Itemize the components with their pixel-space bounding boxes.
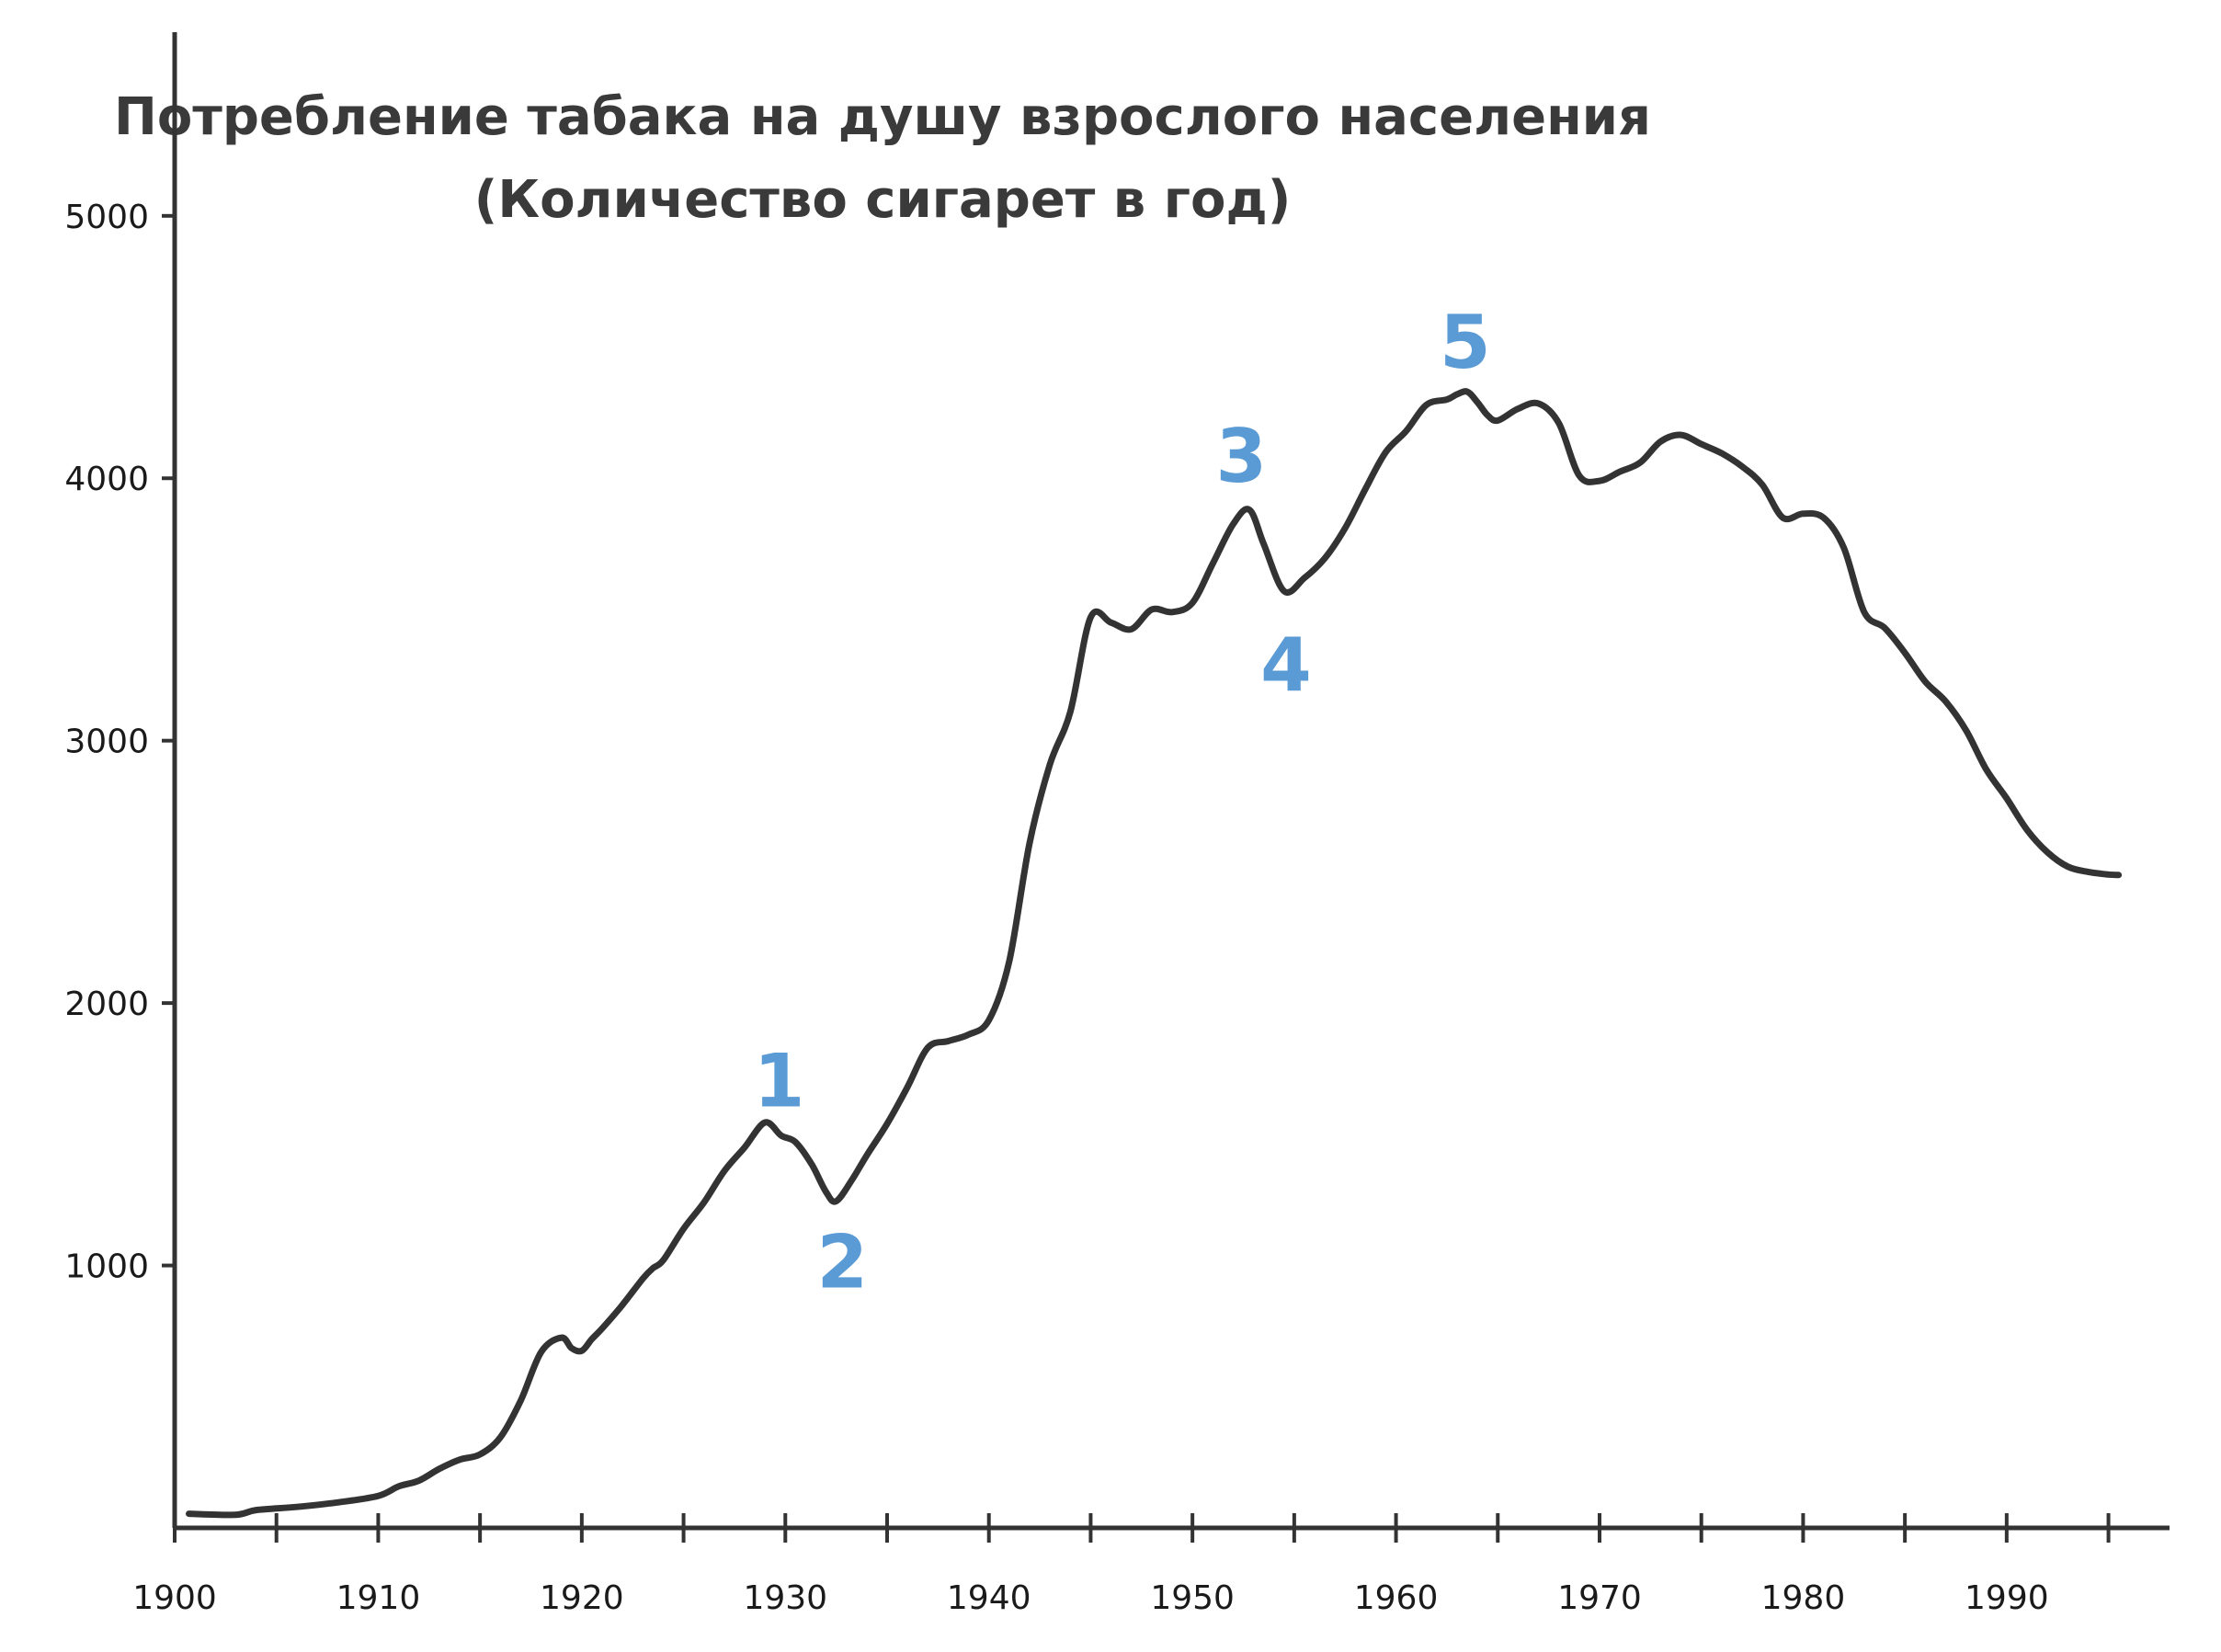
y-tick-label: 1000	[64, 1248, 149, 1286]
y-tick-label: 2000	[64, 986, 149, 1023]
annotation-label-3: 3	[1215, 414, 1267, 499]
x-tick-label: 1940	[947, 1579, 1031, 1617]
y-tick-label: 5000	[64, 199, 149, 236]
annotations: 1 2 3 4 5	[754, 300, 1491, 1305]
x-tick-label: 1960	[1354, 1579, 1439, 1617]
x-tick-label: 1970	[1557, 1579, 1642, 1617]
annotation-label-4: 4	[1260, 622, 1312, 708]
annotation-label-2: 2	[816, 1219, 868, 1305]
series-line-0	[186, 388, 2123, 1519]
ticks: 1900 1910 1920 1930 1940 1950 1960 1970 1980 1990…	[64, 199, 2111, 1617]
chart-title-line-2: (Количество сигарет в год)	[474, 170, 1292, 230]
x-tick-label: 1980	[1761, 1579, 1846, 1617]
chart-title-line-1: Потребление табака на душу взрослого нас…	[114, 87, 1651, 147]
series	[186, 388, 2123, 1519]
x-tick-label: 1990	[1965, 1579, 2049, 1617]
annotation-label-5: 5	[1440, 300, 1491, 385]
y-tick-label: 3000	[64, 723, 149, 761]
x-tick-label: 1910	[336, 1579, 421, 1617]
annotation-label-1: 1	[754, 1038, 805, 1123]
y-tick-label: 4000	[64, 461, 149, 498]
x-tick-label: 1920	[540, 1579, 624, 1617]
axes	[172, 32, 2170, 1531]
x-tick-label: 1930	[743, 1579, 827, 1617]
x-tick-label: 1950	[1150, 1579, 1235, 1617]
x-tick-label: 1900	[132, 1579, 217, 1617]
